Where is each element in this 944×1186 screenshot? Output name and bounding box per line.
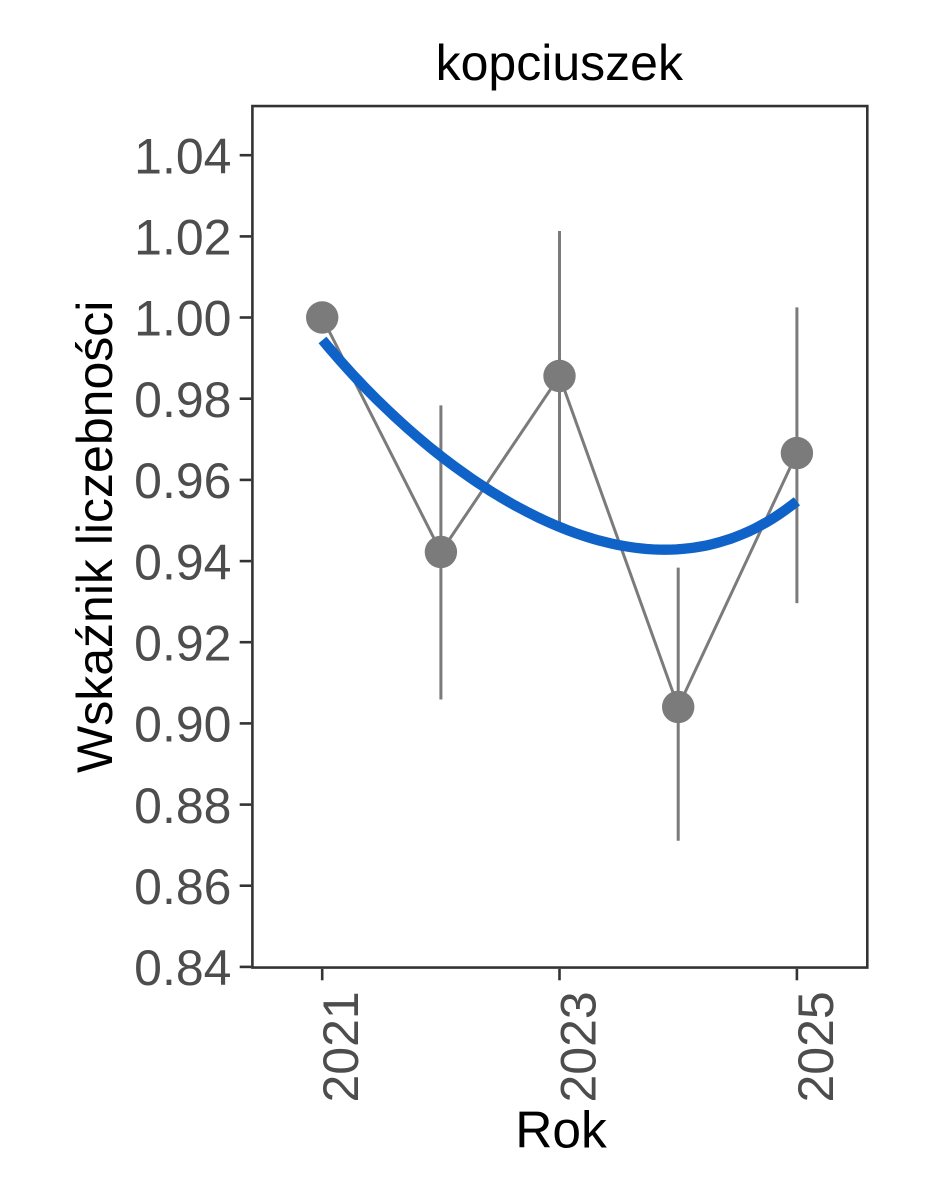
svg-text:0.84: 0.84 (134, 940, 231, 996)
svg-text:0.88: 0.88 (134, 778, 231, 834)
svg-text:0.86: 0.86 (134, 859, 231, 915)
svg-text:0.98: 0.98 (134, 372, 231, 428)
svg-text:2025: 2025 (788, 991, 844, 1102)
svg-text:Rok: Rok (515, 1100, 607, 1158)
svg-text:0.92: 0.92 (134, 615, 231, 671)
svg-text:2021: 2021 (313, 991, 369, 1102)
svg-text:1.04: 1.04 (134, 128, 231, 184)
svg-text:0.90: 0.90 (134, 697, 231, 753)
svg-text:Wskaźnik liczebności: Wskaźnik liczebności (67, 301, 123, 773)
svg-text:1.00: 1.00 (134, 291, 231, 347)
svg-text:2023: 2023 (551, 991, 607, 1102)
svg-text:0.96: 0.96 (134, 453, 231, 509)
svg-text:1.02: 1.02 (134, 210, 231, 266)
svg-text:kopciuszek: kopciuszek (436, 35, 684, 91)
svg-text:0.94: 0.94 (134, 534, 231, 590)
